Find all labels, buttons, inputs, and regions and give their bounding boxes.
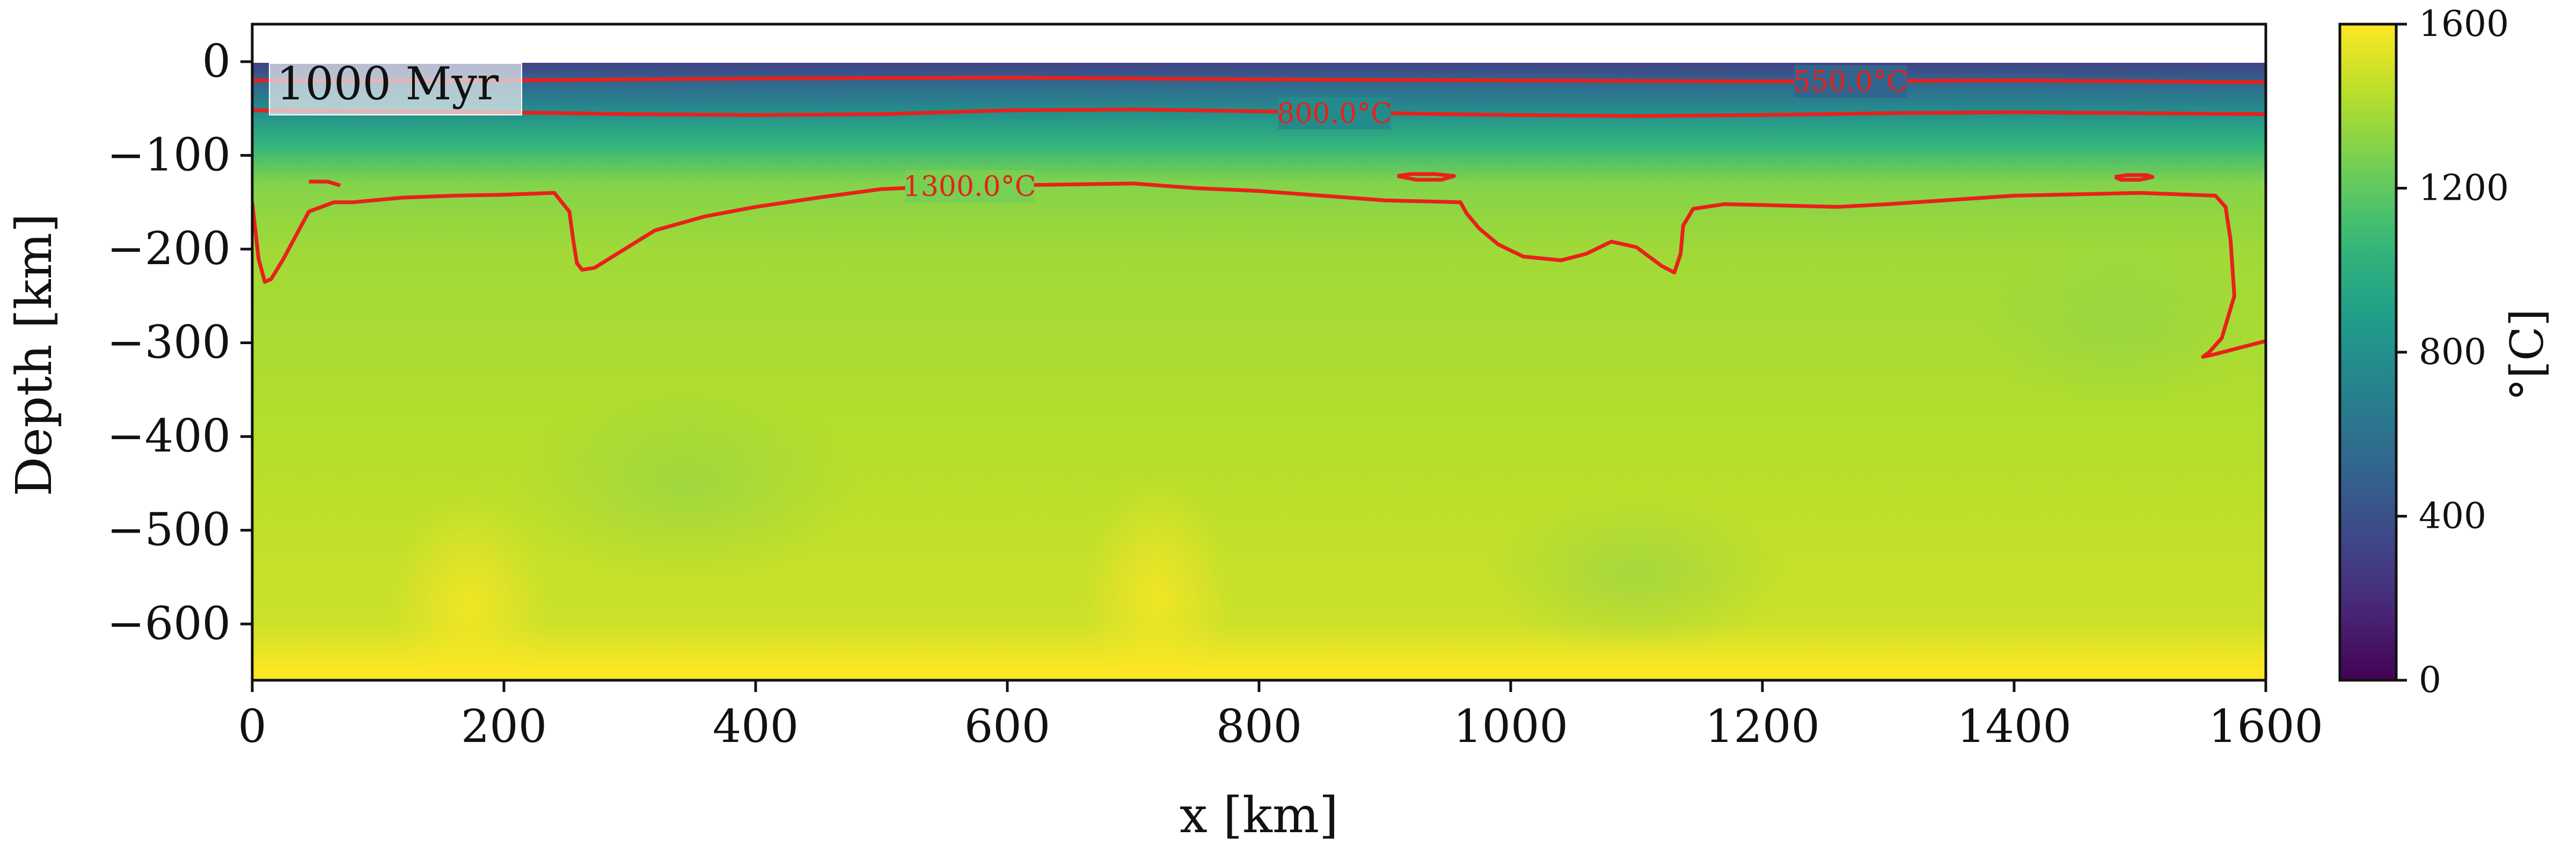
contour-line-1300 bbox=[2114, 173, 2155, 182]
contour-label: 1300.0°C bbox=[903, 171, 1036, 203]
x-tick-label: 600 bbox=[964, 700, 1050, 753]
x-tick-label: 800 bbox=[1216, 700, 1302, 753]
contour-line-550 bbox=[252, 76, 2266, 84]
above-surface-region bbox=[252, 24, 2266, 63]
colorbar bbox=[2338, 23, 2398, 682]
y-tick-label: 0 bbox=[202, 35, 231, 88]
colorbar-tick-label: 400 bbox=[2419, 496, 2486, 537]
x-tick-label: 1600 bbox=[2208, 700, 2323, 753]
x-tick-label: 1200 bbox=[1705, 700, 1820, 753]
contour-label: 550.0°C bbox=[1793, 65, 1908, 98]
colorbar-tick-label: 1200 bbox=[2419, 168, 2509, 209]
x-tick-label: 0 bbox=[238, 700, 266, 753]
temperature-field bbox=[252, 24, 2266, 680]
colorbar-tick-label: 1600 bbox=[2419, 3, 2509, 45]
contour-label-gap bbox=[1278, 97, 1391, 129]
colorbar-tick-label: 800 bbox=[2419, 331, 2486, 373]
colorbar-tick-label: 0 bbox=[2419, 659, 2441, 701]
contour-line-1300 bbox=[1397, 172, 1456, 182]
x-axis-label: x [km] bbox=[1180, 787, 1338, 844]
y-tick-label: −600 bbox=[107, 597, 231, 650]
x-tick-label: 1000 bbox=[1453, 700, 1568, 753]
time-annotation-box bbox=[269, 63, 522, 115]
contour-line-1300 bbox=[309, 179, 341, 187]
contour-label: 800.0°C bbox=[1277, 98, 1392, 130]
y-tick-label: −500 bbox=[107, 504, 231, 556]
contour-line-800 bbox=[252, 107, 2266, 118]
y-tick-label: −300 bbox=[107, 316, 231, 369]
x-axis: 0 200 400 600 800 1000 1200 1400 1600 bbox=[238, 680, 2323, 753]
x-tick-label: 400 bbox=[713, 700, 799, 753]
x-tick-label: 1400 bbox=[1957, 700, 2072, 753]
contour-label-gap bbox=[1794, 65, 1907, 98]
contour-line-1300 bbox=[252, 181, 2266, 359]
y-axis: 0 −100 −200 −300 −400 −500 −600 bbox=[107, 35, 252, 650]
field-texture bbox=[389, 236, 2259, 680]
y-tick-label: −400 bbox=[107, 410, 231, 462]
contour-label-gap bbox=[905, 170, 1034, 203]
y-tick-label: −100 bbox=[107, 128, 231, 181]
y-axis-label: Depth [km] bbox=[5, 213, 63, 496]
colorbar-label: °[C] bbox=[2501, 309, 2553, 401]
colorbar-axis: 0 400 800 1200 1600 bbox=[2396, 3, 2509, 701]
contour-lines: 550.0°C 800.0°C 1300.0°C bbox=[252, 65, 2266, 359]
y-tick-label: −200 bbox=[107, 222, 231, 275]
x-tick-label: 200 bbox=[461, 700, 547, 753]
time-annotation: 1000 Myr bbox=[276, 57, 499, 110]
